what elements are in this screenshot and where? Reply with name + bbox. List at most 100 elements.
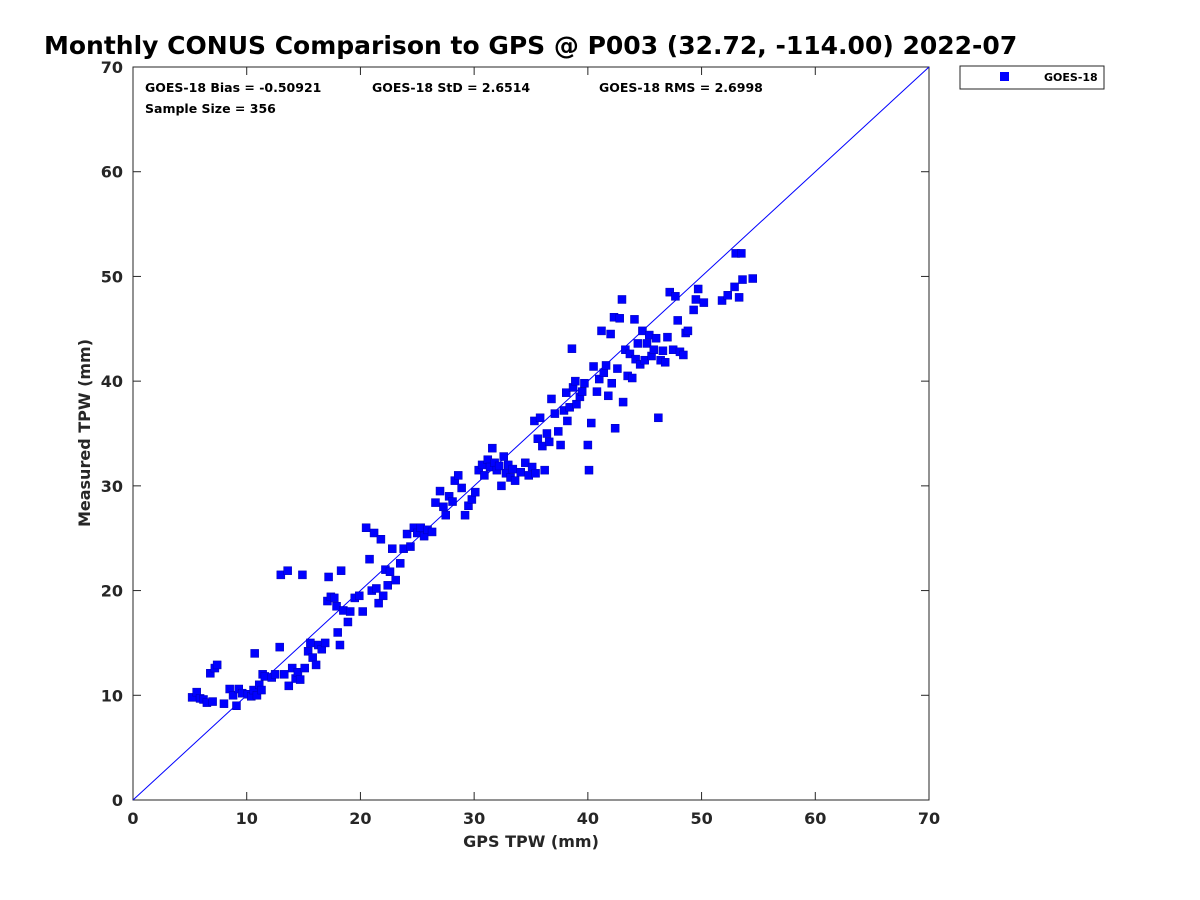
data-point	[336, 566, 346, 575]
data-point	[395, 559, 405, 568]
data-point	[604, 391, 613, 401]
data-point	[627, 373, 637, 383]
data-point	[618, 397, 628, 407]
data-point	[300, 663, 309, 673]
data-point	[406, 542, 415, 551]
data-point	[748, 274, 757, 283]
y-tick-label: 70	[101, 58, 123, 77]
data-point	[679, 350, 688, 360]
data-point	[206, 669, 215, 678]
data-point	[654, 413, 663, 423]
data-point	[279, 670, 289, 679]
data-point	[497, 481, 506, 491]
y-tick-label: 50	[101, 267, 123, 286]
data-point	[439, 502, 448, 512]
data-point	[232, 701, 241, 711]
data-point	[571, 376, 580, 386]
data-point	[510, 476, 520, 485]
data-point	[592, 387, 602, 396]
data-point	[457, 483, 466, 493]
data-point	[562, 388, 571, 397]
x-axis-label: GPS TPW (mm)	[463, 832, 599, 851]
data-point	[343, 617, 353, 627]
data-point	[587, 418, 596, 428]
data-point	[580, 378, 589, 388]
data-point	[252, 691, 262, 700]
data-point	[649, 345, 659, 354]
data-point	[633, 339, 643, 348]
data-point	[376, 535, 386, 544]
y-tick-label: 30	[101, 477, 123, 496]
data-point	[298, 570, 307, 580]
data-point	[589, 362, 598, 371]
y-axis-label: Measured TPW (mm)	[75, 339, 94, 527]
data-point	[556, 440, 565, 450]
data-point	[257, 685, 266, 695]
data-point	[378, 591, 388, 601]
data-point	[330, 593, 339, 603]
data-point	[540, 465, 549, 475]
legend-marker-goes-18	[1000, 72, 1009, 81]
data-point	[601, 361, 611, 370]
data-point	[471, 487, 480, 497]
data-point	[663, 332, 672, 342]
chart-title: Monthly CONUS Comparison to GPS @ P003 (…	[44, 31, 1017, 60]
data-point	[617, 295, 627, 304]
data-point	[388, 544, 397, 553]
data-point	[499, 452, 508, 461]
data-point	[369, 528, 379, 538]
data-point	[723, 291, 732, 300]
data-point	[689, 305, 698, 315]
data-point	[734, 293, 744, 302]
axis-ticks: 0 10 20 30 40 50 60 70 0 10 20 30 40 50 60 70	[101, 58, 940, 828]
data-point	[306, 638, 315, 648]
data-point	[671, 292, 680, 301]
data-point	[699, 298, 709, 307]
legend-label-goes-18: GOES-18	[1044, 71, 1098, 84]
data-point	[275, 642, 284, 652]
data-point	[597, 326, 606, 336]
data-point	[361, 523, 371, 532]
data-point	[453, 471, 463, 480]
y-tick-label: 10	[101, 686, 123, 705]
data-point	[435, 486, 445, 496]
data-point	[658, 346, 668, 356]
data-point	[372, 584, 381, 593]
data-point	[584, 465, 594, 475]
data-point	[441, 510, 450, 520]
data-point	[651, 333, 661, 343]
sample-size-stat: Sample Size = 356	[145, 101, 276, 116]
data-point	[480, 471, 489, 480]
data-point	[567, 344, 577, 353]
data-point	[345, 607, 355, 616]
data-point	[208, 697, 217, 706]
data-point	[355, 591, 364, 601]
data-point	[599, 368, 609, 378]
data-point	[508, 464, 518, 474]
data-point	[535, 413, 545, 423]
data-point	[448, 497, 457, 506]
std-stat: GOES-18 StD = 2.6514	[372, 80, 530, 95]
data-point	[572, 399, 581, 409]
data-point	[212, 660, 222, 670]
data-point	[738, 275, 747, 284]
x-tick-label: 70	[918, 809, 940, 828]
data-point	[613, 364, 622, 373]
data-point	[615, 314, 624, 323]
data-point	[295, 675, 305, 684]
data-point	[311, 660, 321, 670]
data-point	[607, 378, 616, 388]
data-point	[693, 284, 703, 294]
data-point	[335, 640, 345, 650]
data-point	[683, 326, 693, 336]
x-tick-label: 50	[690, 809, 712, 828]
data-point	[250, 649, 259, 658]
data-point	[228, 691, 238, 700]
y-tick-label: 60	[101, 163, 123, 182]
data-point	[385, 567, 395, 576]
rms-stat: GOES-18 RMS = 2.6998	[599, 80, 763, 95]
data-point	[320, 638, 330, 648]
data-point	[488, 443, 497, 453]
x-tick-label: 0	[127, 809, 138, 828]
legend-box	[959, 65, 1105, 90]
